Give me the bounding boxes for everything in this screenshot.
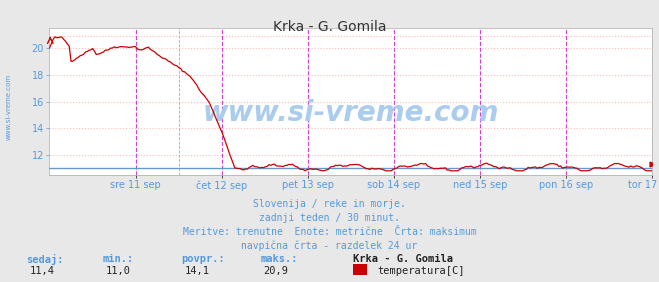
Text: Meritve: trenutne  Enote: metrične  Črta: maksimum: Meritve: trenutne Enote: metrične Črta: … (183, 227, 476, 237)
Text: maks.:: maks.: (260, 254, 298, 264)
Text: 14,1: 14,1 (185, 266, 210, 276)
Text: 11,0: 11,0 (105, 266, 130, 276)
Text: 11,4: 11,4 (30, 266, 55, 276)
Text: www.si-vreme.com: www.si-vreme.com (5, 74, 11, 140)
Text: 20,9: 20,9 (264, 266, 289, 276)
Text: sedaj:: sedaj: (26, 254, 64, 265)
Text: temperatura[C]: temperatura[C] (378, 266, 465, 276)
Text: Krka - G. Gomila: Krka - G. Gomila (273, 20, 386, 34)
Text: navpična črta - razdelek 24 ur: navpična črta - razdelek 24 ur (241, 240, 418, 251)
Text: min.:: min.: (102, 254, 133, 264)
Text: povpr.:: povpr.: (181, 254, 225, 264)
Text: www.si-vreme.com: www.si-vreme.com (203, 99, 499, 127)
Text: zadnji teden / 30 minut.: zadnji teden / 30 minut. (259, 213, 400, 223)
Text: Slovenija / reke in morje.: Slovenija / reke in morje. (253, 199, 406, 209)
Text: Krka - G. Gomila: Krka - G. Gomila (353, 254, 453, 264)
